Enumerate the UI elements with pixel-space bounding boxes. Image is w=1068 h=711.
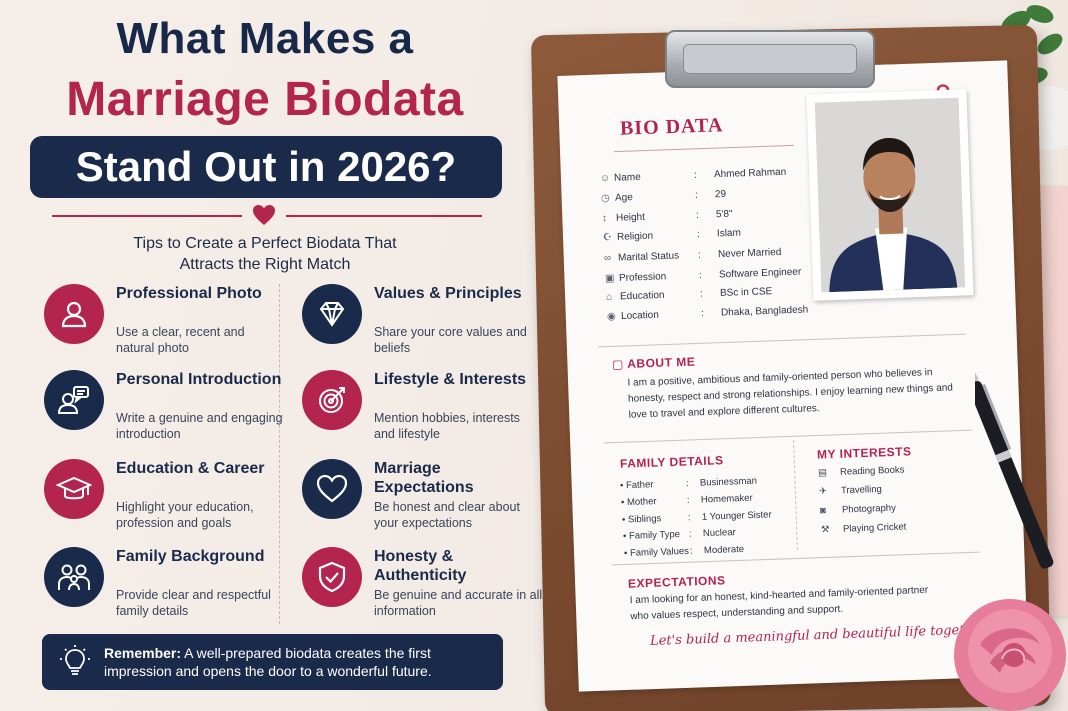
tip-desc: Be genuine and accurate in all informati… bbox=[374, 588, 543, 618]
family-value: Moderate bbox=[703, 543, 745, 557]
tip-personal-introduction: Personal Introduction Write a genuine an… bbox=[44, 370, 284, 450]
family-label: Family Values bbox=[629, 545, 690, 559]
tip-desc: Share your core values and beliefs bbox=[374, 325, 527, 355]
tip-desc: Mention hobbies, interests and lifestyle bbox=[374, 411, 520, 441]
clipboard-clip bbox=[665, 30, 875, 88]
family-label: Mother bbox=[626, 496, 657, 509]
family-label: Family Type bbox=[628, 528, 681, 542]
field-value: 29 bbox=[714, 188, 727, 201]
rose-decoration bbox=[954, 599, 1066, 711]
field-value: 5'8" bbox=[715, 208, 733, 221]
about-title-text: ABOUT ME bbox=[627, 354, 696, 371]
remember-banner: Remember: A well-prepared biodata create… bbox=[42, 634, 503, 690]
pin-icon: ◉ bbox=[606, 311, 616, 323]
tip-title: Professional Photo bbox=[116, 285, 262, 302]
diamond-icon bbox=[302, 284, 362, 344]
interest-travelling: ✈ Travelling bbox=[819, 484, 882, 497]
profile-photo bbox=[806, 89, 974, 301]
headline-line-1: What Makes a bbox=[116, 14, 414, 63]
tip-family-background: Family Background Provide clear and resp… bbox=[44, 547, 284, 627]
family-value: Homemaker bbox=[700, 492, 753, 506]
field-value: Islam bbox=[716, 227, 742, 240]
briefcase-icon: ▣ bbox=[604, 273, 615, 285]
shield-check-icon bbox=[302, 547, 362, 607]
subtitle-line-1: Tips to Create a Perfect Biodata That bbox=[133, 235, 397, 252]
interest-label: Reading Books bbox=[839, 464, 905, 478]
tip-desc: Provide clear and respectful family deta… bbox=[116, 588, 271, 618]
tip-desc: Write a genuine and engaging introductio… bbox=[116, 411, 283, 441]
tip-title: Marriage Expectations bbox=[374, 460, 474, 496]
tip-values-principles: Values & Principles Share your core valu… bbox=[302, 284, 542, 364]
plane-icon: ✈ bbox=[818, 485, 828, 498]
chat-person-icon bbox=[44, 370, 104, 430]
tip-professional-photo: Professional Photo Use a clear, recent a… bbox=[44, 284, 284, 364]
person-icon bbox=[44, 284, 104, 344]
remember-label: Remember: bbox=[104, 645, 182, 661]
headline-line-3: Stand Out in 2026? bbox=[30, 136, 502, 198]
interest-label: Playing Cricket bbox=[842, 521, 907, 535]
family-label: Siblings bbox=[627, 513, 662, 526]
tip-marriage-expectations: Marriage Expectations Be honest and clea… bbox=[302, 459, 542, 539]
interest-label: Photography bbox=[841, 502, 897, 516]
tips-separator bbox=[279, 284, 280, 624]
family-icon bbox=[44, 547, 104, 607]
family-value: Businessman bbox=[699, 475, 758, 489]
about-title: ▢ ABOUT ME bbox=[612, 355, 696, 372]
tip-title: Values & Principles bbox=[374, 285, 522, 302]
subtitle: Tips to Create a Perfect Biodata That At… bbox=[0, 233, 530, 275]
height-icon: ↕ bbox=[601, 213, 608, 225]
divider-right bbox=[286, 215, 482, 217]
heart-icon bbox=[253, 205, 275, 225]
target-icon bbox=[302, 370, 362, 430]
book-icon: ▤ bbox=[817, 467, 828, 479]
pen-decoration bbox=[975, 362, 1054, 569]
field-value: Never Married bbox=[717, 246, 782, 261]
headline-line-2: Marriage Biodata bbox=[66, 73, 464, 126]
tip-title: Lifestyle & Interests bbox=[374, 371, 527, 388]
tip-honesty-authenticity: Honesty & Authenticity Be genuine and ac… bbox=[302, 547, 542, 627]
remember-body: A well-prepared biodata creates the firs… bbox=[104, 645, 432, 679]
about-icon: ▢ bbox=[611, 356, 628, 372]
divider-left bbox=[52, 215, 242, 217]
interest-label: Travelling bbox=[840, 483, 883, 497]
rings-icon: ∞ bbox=[603, 252, 612, 265]
tip-title: Personal Introduction bbox=[116, 371, 282, 388]
remember-text: Remember: A well-prepared biodata create… bbox=[104, 644, 494, 680]
field-value: BSc in CSE bbox=[719, 286, 773, 299]
tip-lifestyle-interests: Lifestyle & Interests Mention hobbies, i… bbox=[302, 370, 542, 450]
family-label: Father bbox=[625, 479, 654, 492]
tip-title: Family Background bbox=[116, 548, 265, 565]
tip-desc: Be honest and clear about your expectati… bbox=[374, 500, 520, 530]
heart-icon bbox=[302, 459, 362, 519]
tip-education-career: Education & Career Highlight your educat… bbox=[44, 459, 284, 539]
cap-icon: ⌂ bbox=[605, 291, 613, 303]
clock-icon: ◷ bbox=[600, 192, 610, 205]
graduation-cap-icon bbox=[44, 459, 104, 519]
tip-desc: Use a clear, recent and natural photo bbox=[116, 325, 245, 355]
biodata-title: BIO DATA bbox=[619, 114, 724, 140]
tip-title: Education & Career bbox=[116, 460, 265, 477]
lightbulb-icon bbox=[60, 645, 90, 675]
family-value: Nuclear bbox=[702, 527, 736, 540]
tip-title: Honesty & Authenticity bbox=[374, 548, 467, 584]
tip-desc: Highlight your education, profession and… bbox=[116, 500, 254, 530]
religion-icon: ☪ bbox=[602, 232, 613, 244]
user-icon: ☺ bbox=[599, 172, 611, 185]
cricket-icon: ⚒ bbox=[820, 524, 830, 536]
camera-icon: ◙ bbox=[819, 505, 826, 517]
subtitle-line-2: Attracts the Right Match bbox=[179, 256, 351, 273]
